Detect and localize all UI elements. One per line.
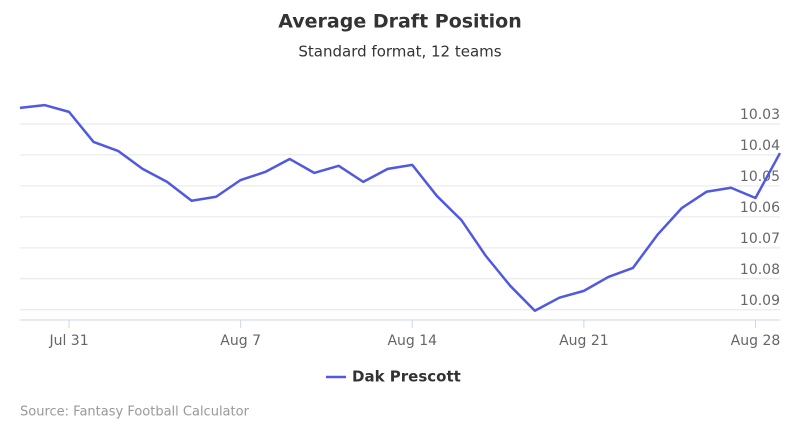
chart-subtitle: Standard format, 12 teams — [298, 43, 501, 61]
x-tick-label: Aug 28 — [731, 333, 781, 349]
x-tick-label: Aug 14 — [387, 333, 437, 349]
x-tick-label: Aug 21 — [559, 333, 609, 349]
source: Source: Fantasy Football Calculator — [20, 405, 250, 420]
y-tick-label: 10.07 — [740, 231, 780, 247]
y-tick-label: 10.04 — [740, 138, 780, 154]
y-tick-label: 10.05 — [740, 169, 780, 185]
x-tick-label: Aug 7 — [220, 333, 261, 349]
x-tick-label: Jul 31 — [48, 333, 88, 349]
y-tick-label: 10.03 — [740, 107, 780, 123]
y-tick-label: 10.09 — [740, 293, 780, 309]
legend-label: Dak Prescott — [352, 368, 461, 386]
y-tick-label: 10.08 — [740, 262, 780, 278]
chart-title: Average Draft Position — [278, 11, 522, 33]
y-tick-label: 10.06 — [740, 200, 780, 216]
line-series — [19, 103, 782, 312]
